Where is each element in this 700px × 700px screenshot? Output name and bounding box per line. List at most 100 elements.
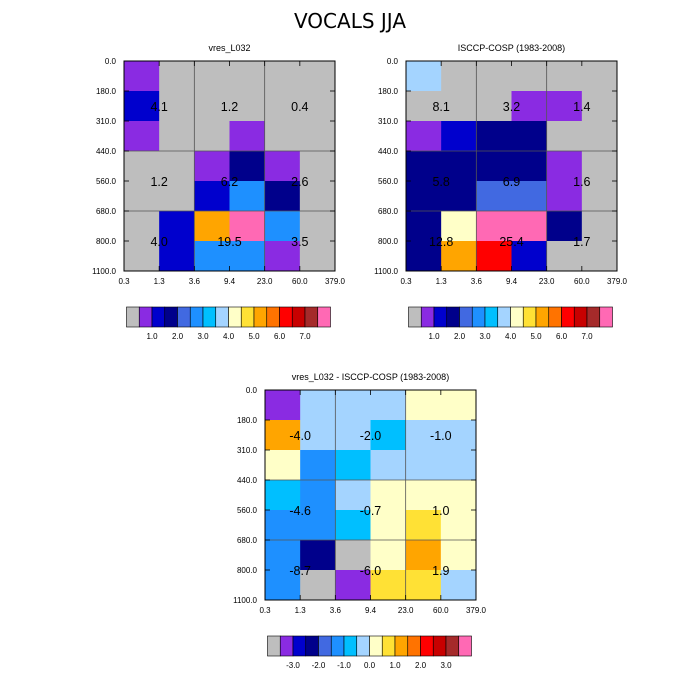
heatmap-cell [406, 151, 442, 182]
heatmap-cell [441, 121, 477, 152]
block-value-label: 1.6 [573, 175, 590, 189]
colorbar-swatch [394, 635, 409, 657]
heatmap-cell [441, 61, 477, 92]
colorbar-swatch [510, 306, 524, 328]
heatmap-cell [546, 151, 583, 182]
heatmap-cell [299, 211, 336, 242]
heatmap-cell [476, 241, 512, 272]
colorbar-label: 7.0 [581, 332, 593, 341]
heatmap-cell [405, 420, 442, 451]
colorbar-label: 3.0 [440, 661, 452, 670]
heatmap-cell [440, 570, 477, 601]
heatmap-cell [546, 121, 583, 152]
colorbar-swatch [446, 306, 460, 328]
heatmap-cell [546, 211, 583, 242]
heatmap-cell [440, 420, 477, 451]
x-tick-label: 23.0 [539, 277, 555, 286]
colorbar-swatch [586, 306, 601, 328]
heatmap-cell [124, 61, 160, 92]
block-value-label: 1.4 [573, 100, 590, 114]
heatmap-cell [265, 450, 301, 481]
block-value-label: -4.6 [289, 504, 311, 518]
block-value-label: 6.2 [221, 175, 238, 189]
heatmap-cell [194, 241, 230, 272]
heatmap-cell [511, 211, 548, 242]
heatmap-cell [441, 91, 477, 122]
block-value-label: 8.1 [432, 100, 449, 114]
heatmap-cell [194, 121, 230, 152]
colorbar-swatch [267, 635, 281, 657]
colorbar-swatch [459, 306, 473, 328]
colorbar: -3.0 -2.0 -1.0 0.0 1.0 2.0 3.0 [267, 635, 472, 670]
heatmap-cell [476, 151, 512, 182]
heatmap-cell [299, 91, 336, 122]
x-tick-label: 60.0 [292, 277, 308, 286]
panel-title: vres_L032 [208, 43, 250, 53]
heatmap-cell [265, 480, 301, 511]
heatmap-cell [476, 211, 512, 242]
block-value-label: -4.0 [289, 429, 311, 443]
heatmap-cell [581, 181, 618, 212]
heatmap-cell [264, 241, 301, 272]
heatmap-cell [370, 450, 407, 481]
colorbar-swatch [548, 306, 562, 328]
heatmap-cell [581, 91, 618, 122]
colorbar-label: 5.0 [530, 332, 542, 341]
block-value-label: 1.0 [432, 504, 449, 518]
colorbar-label: 2.0 [415, 661, 427, 670]
heatmap-cell [546, 91, 583, 122]
heatmap-cell [300, 450, 336, 481]
heatmap-cell [264, 61, 301, 92]
heatmap-cell [581, 121, 618, 152]
heatmap-cell [405, 510, 442, 541]
colorbar-swatch [445, 635, 460, 657]
heatmap-cell [405, 540, 442, 571]
heatmap-cell [370, 540, 407, 571]
heatmap-cell [194, 61, 230, 92]
x-tick-label: 9.4 [506, 277, 518, 286]
block-value-label: 6.9 [503, 175, 520, 189]
y-tick-label: 560.0 [378, 177, 399, 186]
colorbar-label: 3.0 [479, 332, 491, 341]
heatmap-cell [229, 151, 266, 182]
block-value-label: 12.8 [429, 235, 453, 249]
heatmap-cell [476, 181, 512, 212]
y-tick-label: 680.0 [96, 207, 117, 216]
heatmap-cell [511, 181, 548, 212]
heatmap-cell [265, 510, 301, 541]
heatmap-cell [370, 420, 407, 451]
heatmap-cell [511, 91, 548, 122]
heatmap-cell [124, 241, 160, 272]
heatmap-cell [264, 211, 301, 242]
colorbar-swatch [304, 306, 319, 328]
colorbar-swatch [433, 306, 448, 328]
colorbar: 1.0 2.0 3.0 4.0 5.0 6.0 7.0 [126, 306, 331, 341]
colorbar-swatch [381, 635, 396, 657]
heatmap-cell [440, 480, 477, 511]
colorbar-swatch [318, 635, 332, 657]
heatmap-cell [546, 181, 583, 212]
heatmap-cell [159, 241, 195, 272]
figure-title: VOCALS JJA [293, 9, 407, 33]
y-tick-label: 310.0 [378, 117, 399, 126]
panel-title: vres_L032 - ISCCP-COSP (1983-2008) [292, 372, 449, 382]
x-tick-label: 379.0 [607, 277, 628, 286]
colorbar-swatch [535, 306, 550, 328]
heatmap-cell [265, 390, 301, 421]
heatmap-cell [406, 241, 442, 272]
colorbar-swatch [561, 306, 575, 328]
heatmap-cell [229, 121, 266, 152]
x-tick-label: 9.4 [365, 606, 377, 615]
colorbar-label: -3.0 [286, 661, 300, 670]
panel-title: ISCCP-COSP (1983-2008) [458, 43, 565, 53]
heatmap-cell [159, 121, 195, 152]
heatmap-cell [159, 61, 195, 92]
x-tick-label: 60.0 [574, 277, 590, 286]
heatmap-cell [264, 151, 301, 182]
heatmap-cell [335, 510, 371, 541]
heatmap-cell [406, 121, 442, 152]
block-value-label: 3.2 [503, 100, 520, 114]
colorbar-swatch [317, 306, 331, 328]
block-value-label: -0.7 [360, 504, 382, 518]
heatmap-cell [406, 61, 442, 92]
